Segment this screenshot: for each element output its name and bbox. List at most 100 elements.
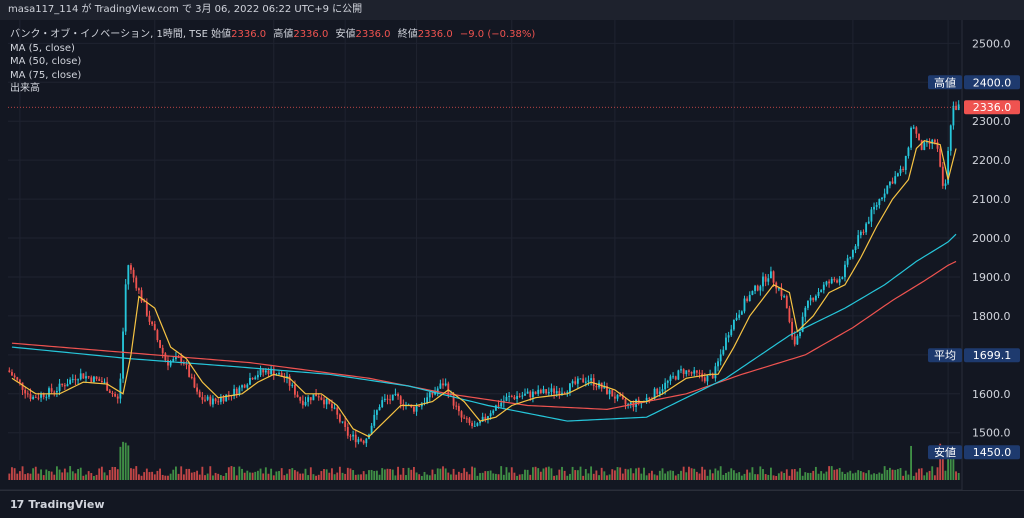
legend-indicator-ma75[interactable]: MA (75, close): [10, 69, 82, 81]
candle-body: [42, 393, 45, 397]
candle-body: [426, 397, 429, 403]
brand-name: TradingView: [28, 498, 105, 511]
candle-body: [569, 383, 571, 393]
volume-bar: [190, 472, 193, 480]
candle-body: [727, 335, 730, 338]
volume-bar: [788, 475, 791, 480]
volume-bar: [243, 472, 246, 480]
volume-bar: [476, 475, 479, 480]
legend-indicator-ma5[interactable]: MA (5, close): [10, 42, 75, 54]
candle-body: [370, 425, 373, 435]
volume-bar: [463, 468, 466, 480]
volume-bar: [775, 475, 778, 480]
volume-bar: [320, 471, 323, 480]
candle-body: [836, 280, 838, 283]
candle-body: [608, 390, 611, 395]
volume-bar: [846, 472, 849, 480]
volume-bar: [886, 469, 889, 480]
candle-body: [243, 385, 246, 388]
volume-bar: [759, 466, 762, 480]
candle-body: [256, 374, 259, 378]
volume-bar: [833, 469, 836, 480]
candle-body: [796, 336, 799, 345]
volume-bar: [627, 469, 630, 480]
volume-bar: [899, 468, 902, 480]
volume-bar: [135, 466, 138, 480]
legend-indicator-volume[interactable]: 出来高: [10, 83, 40, 94]
candle-body: [688, 370, 690, 372]
candle-body: [34, 396, 37, 398]
candle-body: [412, 406, 415, 412]
candle-body: [672, 376, 675, 378]
volume-bar: [600, 467, 603, 480]
candle-body: [317, 396, 320, 398]
candle-body: [415, 405, 418, 412]
volume-bar: [497, 474, 500, 480]
legend-indicator-ma50[interactable]: MA (50, close): [10, 56, 82, 67]
candle-body: [616, 394, 619, 399]
price-chart[interactable]: 1500.01600.01700.01800.01900.02000.02100…: [0, 20, 1024, 490]
candle-body: [95, 376, 98, 379]
volume-bar: [531, 467, 534, 480]
candle-body: [682, 369, 685, 375]
volume-bar: [304, 468, 307, 480]
candle-body: [50, 388, 53, 392]
candle-body: [198, 391, 201, 398]
publish-title: masa117_114 が TradingView.com で 3月 06, 2…: [8, 4, 363, 15]
volume-bar: [500, 466, 503, 480]
volume-bar: [701, 466, 704, 480]
marker-label-box-2: [928, 348, 962, 363]
candle-body: [357, 439, 360, 443]
candle-body: [344, 421, 347, 428]
candle-body: [910, 127, 913, 148]
candle-body: [272, 368, 275, 376]
volume-bar: [582, 475, 585, 480]
volume-bar: [90, 473, 93, 480]
volume-bar: [635, 468, 637, 480]
candle-body: [555, 391, 558, 394]
candle-body: [206, 396, 209, 400]
candle-body: [151, 321, 154, 325]
volume-bar: [214, 472, 217, 480]
candle-body: [518, 396, 521, 398]
volume-bar: [812, 470, 815, 480]
volume-bar: [709, 469, 712, 480]
volume-bar: [111, 466, 114, 480]
candle-body: [947, 150, 950, 184]
candle-body: [944, 183, 947, 186]
volume-bar: [767, 474, 770, 480]
volume-bar: [452, 468, 455, 480]
volume-bar: [817, 473, 820, 480]
candle-body: [563, 392, 566, 394]
volume-bar: [719, 466, 722, 480]
volume-bar: [63, 468, 66, 480]
volume-bar: [822, 473, 825, 480]
volume-bar: [346, 467, 349, 480]
candle-body: [299, 397, 302, 401]
volume-bar: [29, 473, 32, 480]
candle-body: [204, 399, 206, 401]
candle-body: [246, 384, 249, 388]
candle-body: [108, 390, 111, 393]
volume-bar: [780, 471, 783, 480]
volume-bar: [426, 474, 429, 480]
volume-bar: [354, 474, 357, 480]
volume-bar: [907, 474, 910, 480]
volume-bar: [331, 468, 333, 480]
volume-bar: [854, 472, 857, 480]
candle-body: [346, 427, 349, 436]
volume-bar: [106, 475, 109, 480]
candle-body: [711, 373, 714, 379]
volume-bar: [896, 469, 899, 480]
candle-body: [442, 383, 444, 386]
candle-body: [854, 246, 857, 251]
volume-bar: [457, 471, 460, 480]
marker-value-box-3: [964, 445, 1020, 460]
volume-bar: [799, 468, 801, 480]
candle-body: [280, 373, 283, 377]
volume-bar: [881, 473, 883, 480]
candle-body: [431, 392, 434, 395]
tradingview-brand[interactable]: 17 TradingView: [10, 498, 105, 511]
volume-bar: [682, 466, 685, 480]
volume-bar: [238, 466, 241, 480]
